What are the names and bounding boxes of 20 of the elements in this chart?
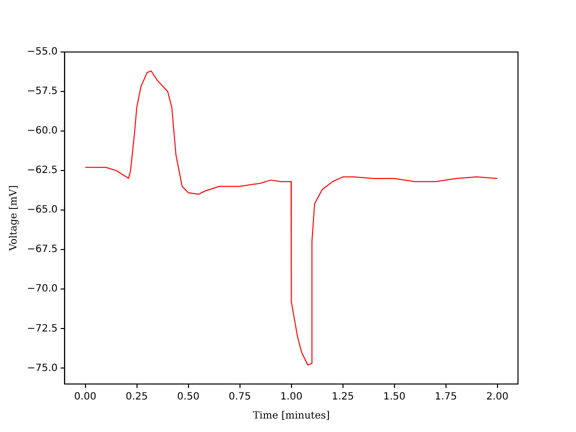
x-axis-title: Time [minutes]	[252, 410, 330, 422]
y-tick-label: −70.0	[26, 284, 58, 295]
y-tick-label: −65.0	[26, 204, 58, 216]
y-tick-label: −72.5	[26, 323, 58, 334]
x-tick-label: 2.00	[486, 392, 509, 403]
x-tick-label: 1.25	[332, 392, 354, 403]
y-tick-label: −67.5	[26, 244, 58, 256]
x-tick-label: 1.00	[280, 392, 302, 403]
x-tick-label: 1.75	[434, 392, 458, 403]
x-tick-label: 0.25	[126, 392, 148, 403]
x-tick-label: 0.75	[228, 392, 251, 403]
y-axis-title: Voltage [mV]	[8, 185, 20, 252]
y-tick-label: −62.5	[26, 165, 58, 176]
y-tick-label: −57.5	[26, 86, 58, 98]
y-tick-label: −60.0	[26, 126, 58, 137]
y-tick-label: −55.0	[26, 46, 58, 58]
x-tick-label: 0.50	[177, 392, 200, 403]
x-tick-label: 1.50	[383, 392, 406, 403]
x-tick-label: 0.00	[74, 392, 96, 403]
y-tick-label: −75.0	[26, 362, 58, 374]
